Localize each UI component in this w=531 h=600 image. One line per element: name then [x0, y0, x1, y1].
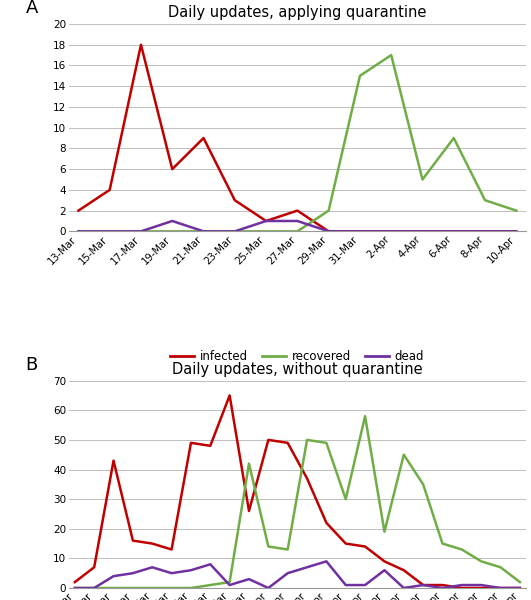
Text: A: A [25, 0, 38, 17]
Title: Daily updates, without quarantine: Daily updates, without quarantine [172, 362, 423, 377]
Title: Daily updates, applying quarantine: Daily updates, applying quarantine [168, 5, 426, 20]
Legend: infected, recovered, dead: infected, recovered, dead [166, 345, 429, 368]
Text: B: B [25, 356, 38, 374]
